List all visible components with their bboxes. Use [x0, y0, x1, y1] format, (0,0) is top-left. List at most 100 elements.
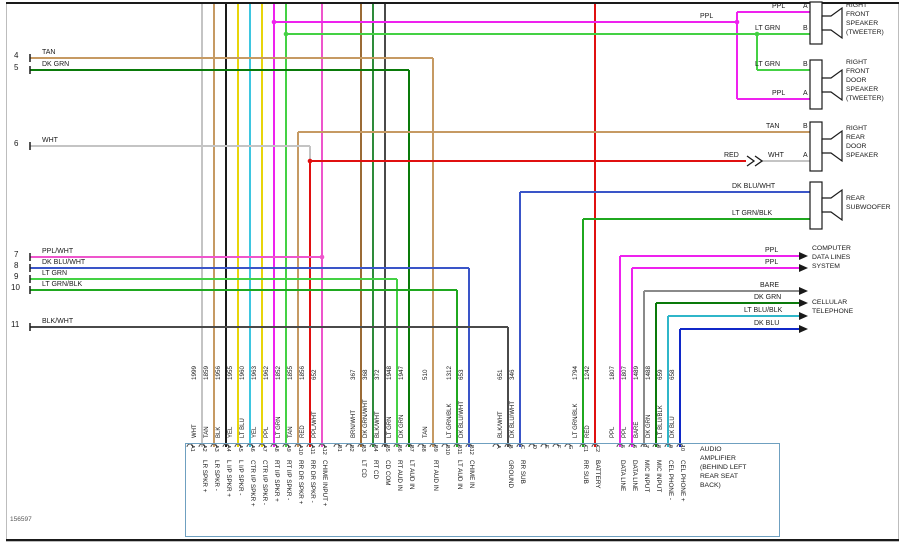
pin-function-label: LR SPKR - — [213, 460, 220, 491]
pin-circuit-label: 368 — [362, 369, 369, 380]
pin-circuit-label: 1855 — [287, 365, 294, 380]
wire-number-label: 8 — [14, 261, 19, 270]
pin-function-label: RT AUD IN — [432, 460, 439, 491]
pin-circuit-label: 1955 — [227, 365, 234, 380]
pin-circuit-label: 1807 — [609, 365, 616, 380]
pin-cavity-icon — [540, 443, 548, 448]
pin-color-label: BLK/WHT — [375, 411, 381, 438]
wire-number-label: 5 — [14, 63, 19, 72]
junction-dot — [283, 31, 289, 37]
pin-id-label: C2 — [594, 444, 600, 452]
pin-function-label: DATA LINE — [619, 460, 626, 492]
component-label-right-front-door-speaker-tweeter: SPEAKER — [846, 86, 879, 93]
pin-color-label: BRN/WHT — [351, 410, 357, 438]
pin-function-label: RR DR SPKR - — [309, 460, 316, 503]
diagram-id: 156597 — [10, 516, 32, 523]
pin-id-label: B11 — [456, 444, 462, 454]
pin-function-label: GROUND — [507, 460, 514, 488]
pin-color-label: RED — [585, 425, 591, 438]
inline-splice-icon — [746, 155, 756, 167]
pin-id-label: B — [507, 444, 513, 449]
pin-cavity-icon — [234, 443, 242, 448]
pin-color-label: YEL — [252, 426, 258, 438]
pin-color-label: PPL/WHT — [312, 411, 318, 438]
pin-id-label: A10 — [297, 444, 303, 455]
pin-cavity-icon — [516, 443, 524, 448]
pin-circuit-label: 1963 — [251, 365, 258, 380]
wire-color-label: WHT — [42, 137, 58, 144]
pin-cavity-icon — [628, 443, 636, 448]
pin-color-label: LT GRN/BLK — [573, 403, 579, 438]
amplifier-connector-box — [185, 443, 780, 537]
component-label-right-front-speaker-tweeter: (TWEETER) — [846, 29, 884, 36]
component-label-rear-subwoofer: SUBWOOFER — [846, 204, 891, 211]
terminal-label: B — [803, 61, 808, 68]
pin-color-label: DK GRN/WHT — [363, 399, 369, 438]
pin-cavity-icon — [528, 443, 536, 448]
pin-id-label: B9 — [432, 444, 438, 452]
pin-circuit-label: 1242 — [584, 365, 591, 380]
component-label-right-front-door-speaker-tweeter: FRONT — [846, 68, 870, 75]
pin-circuit-label: 367 — [350, 369, 357, 380]
pin-id-label: B3 — [360, 444, 366, 452]
component-label-computer-data-lines-system: SYSTEM — [812, 263, 840, 270]
pin-circuit-label: 346 — [509, 369, 516, 380]
pin-id-label: B10 — [444, 444, 450, 455]
wire-color-label: PPL — [772, 3, 786, 10]
pin-circuit-label: 1947 — [398, 365, 405, 380]
pin-cavity-icon — [504, 443, 512, 448]
pin-color-label: TAN — [204, 426, 210, 438]
terminal-label: A — [803, 90, 808, 97]
pin-cavity-icon — [492, 443, 500, 448]
pin-color-label: PPL — [622, 426, 628, 438]
component-label-right-front-speaker-tweeter: SPEAKER — [846, 20, 879, 27]
pin-id-label: A4 — [225, 444, 231, 452]
pin-id-label: 6 — [631, 444, 637, 448]
pin-function-label: L I/P SPKR - — [237, 460, 244, 496]
pin-id-label: A8 — [273, 444, 279, 452]
amplifier-label-line: AUDIO — [700, 446, 722, 453]
component-label-right-rear-door-speaker: REAR — [846, 134, 865, 141]
pin-id-label: A — [495, 444, 501, 449]
wire-color-label: TAN — [42, 49, 56, 56]
pin-cavity-icon — [405, 443, 413, 448]
pin-cavity-icon — [369, 443, 377, 448]
pin-function-label: RT AUD IN — [396, 460, 403, 491]
pin-cavity-icon — [676, 443, 684, 448]
arrow-icon — [799, 325, 808, 333]
wire-number-label: 9 — [14, 272, 19, 281]
component-label-right-front-door-speaker-tweeter: DOOR — [846, 77, 867, 84]
junction-dot — [734, 19, 740, 25]
wire-number-label: 6 — [14, 139, 19, 148]
pin-cavity-icon — [318, 443, 326, 448]
wire-color-label: DK BLU/WHT — [42, 259, 86, 266]
component-label-cellular-telephone: TELEPHONE — [812, 308, 854, 315]
pin-cavity-icon — [186, 443, 194, 448]
pin-cavity-icon — [210, 443, 218, 448]
pin-color-label: LT BLU/BLK — [658, 405, 664, 438]
component-label-right-front-door-speaker-tweeter: RIGHT — [846, 59, 868, 66]
pin-cavity-icon — [417, 443, 425, 448]
wire-color-label: PPL — [772, 90, 786, 97]
pin-circuit-label: 1488 — [645, 365, 652, 380]
component-label-right-front-speaker-tweeter: FRONT — [846, 11, 870, 18]
pin-function-label: RR SUB — [582, 460, 589, 484]
pin-cavity-icon — [664, 443, 672, 448]
pin-function-label: MIC INPUT — [655, 460, 662, 493]
pin-id-label: 7 — [643, 444, 649, 448]
wire-number-label: 7 — [14, 250, 19, 259]
component-label-right-rear-door-speaker: SPEAKER — [846, 152, 879, 159]
pin-id-label: A6 — [249, 444, 255, 452]
pin-color-label: LT GRN — [276, 416, 282, 438]
pin-cavity-icon — [441, 443, 449, 448]
pin-function-label: CTR I/P SPKR + — [249, 460, 256, 507]
wire-color-label: WHT — [768, 152, 784, 159]
pin-circuit-label: 510 — [422, 369, 429, 380]
pin-id-label: A11 — [309, 444, 315, 454]
pin-cavity-icon — [393, 443, 401, 448]
pin-circuit-label: 1960 — [239, 365, 246, 380]
pin-function-label: RR DR SPKR + — [297, 460, 304, 505]
pin-cavity-icon — [357, 443, 365, 448]
component-label-right-rear-door-speaker: RIGHT — [846, 125, 868, 132]
pin-cavity-icon — [198, 443, 206, 448]
